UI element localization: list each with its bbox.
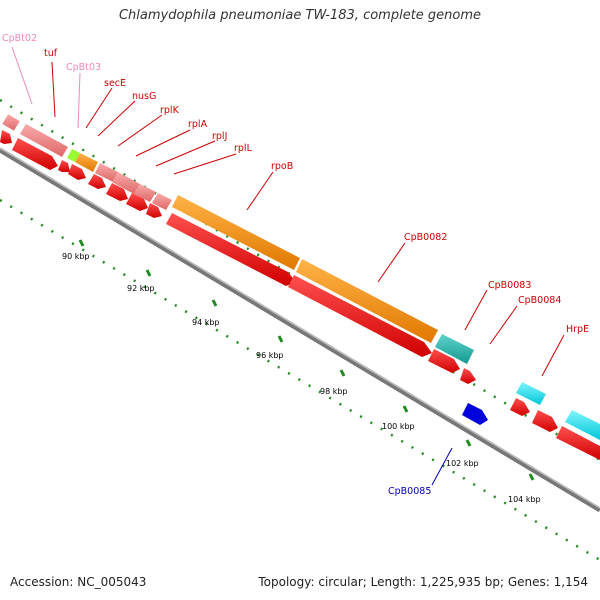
gene-label-rplj[interactable]: rplJ	[212, 131, 227, 142]
gene-label-hrpe[interactable]: HrpE	[566, 324, 589, 335]
leader-line	[97, 100, 136, 137]
cds-arrow[interactable]	[288, 275, 432, 357]
cds-arrow[interactable]	[88, 174, 106, 189]
cds-arrow[interactable]	[0, 130, 12, 144]
cds-arrow[interactable]	[58, 160, 70, 172]
leader-line	[173, 153, 237, 175]
tick-label: 100 kbp	[382, 422, 415, 431]
label-leaders	[11, 46, 565, 486]
gene-feature-cpb0083[interactable]	[435, 334, 474, 364]
cds-arrow[interactable]	[126, 193, 148, 211]
tick-mark	[78, 239, 85, 247]
leader-line	[85, 87, 113, 129]
gene-feature-nusg[interactable]	[95, 163, 118, 182]
gene-feature-tuf[interactable]	[20, 124, 68, 157]
gene-feature-hrpe-a[interactable]	[516, 382, 546, 405]
gene-feature-cpb0082[interactable]	[296, 259, 438, 343]
gene-label-cpb0083[interactable]: CpB0083	[488, 280, 531, 291]
leader-line	[431, 447, 453, 486]
genome-backbone	[0, 147, 600, 513]
cds-arrow[interactable]	[12, 138, 58, 170]
leader-line	[246, 171, 274, 211]
gene-label-cpb0085[interactable]: CpB0085	[388, 486, 431, 497]
tick-label: 96 kbp	[256, 351, 284, 360]
tick-label: 92 kbp	[127, 284, 155, 293]
tick-label: 98 kbp	[320, 387, 348, 396]
gene-label-tuf[interactable]: tuf	[44, 48, 58, 59]
gene-feature-cpbt03[interactable]	[67, 149, 80, 162]
tick-mark	[339, 369, 346, 377]
gene-feature-rplk[interactable]	[112, 172, 140, 194]
leader-line	[155, 140, 216, 167]
forward-gene-lane	[1, 113, 600, 440]
gene-label-cpbt02[interactable]: CpBt02	[2, 33, 37, 44]
cds-arrow[interactable]	[68, 164, 86, 180]
leader-line	[464, 289, 488, 331]
leader-line	[541, 334, 565, 377]
cds-arrow[interactable]	[510, 398, 530, 416]
gene-feature-hrpe-b[interactable]	[565, 410, 600, 440]
leader-line	[135, 129, 191, 157]
tick-mark	[465, 439, 472, 447]
gene-label-rplk[interactable]: rplK	[160, 105, 180, 116]
cds-arrow-cpb0085[interactable]	[462, 403, 488, 425]
leader-line	[51, 61, 56, 118]
gene-feature-rpla[interactable]	[134, 184, 156, 202]
genome-summary-text: Topology: circular; Length: 1,225,935 bp…	[258, 575, 588, 589]
kbp-tick-marks	[78, 239, 535, 481]
gene-label-cpbt03[interactable]: CpBt03	[66, 62, 101, 73]
tick-mark	[528, 473, 535, 481]
tick-label: 102 kbp	[446, 459, 479, 468]
tick-label: 94 kbp	[192, 318, 220, 327]
cds-arrow[interactable]	[166, 213, 296, 286]
gene-label-rpob[interactable]: rpoB	[271, 161, 293, 172]
gene-feature-rplj[interactable]	[152, 193, 172, 210]
gene-label-sece[interactable]: secE	[104, 78, 126, 89]
cds-arrow[interactable]	[460, 368, 476, 384]
cds-arrow[interactable]	[106, 183, 128, 201]
gene-label-nusg[interactable]: nusG	[132, 91, 156, 102]
cds-arrow[interactable]	[146, 203, 162, 218]
leader-line	[11, 46, 33, 105]
gene-label-cpb0082[interactable]: CpB0082	[404, 232, 447, 243]
gene-feature-sece[interactable]	[75, 153, 98, 172]
cds-arrow[interactable]	[532, 410, 558, 432]
leader-line	[377, 242, 406, 283]
cds-lane	[0, 130, 600, 460]
genome-backbone-highlight	[0, 147, 600, 509]
cds-arrow[interactable]	[428, 349, 460, 373]
gene-feature-rpob[interactable]	[172, 195, 300, 270]
map-title: Chlamydophila pneumoniae TW-183, complet…	[118, 8, 482, 23]
tick-label: 104 kbp	[508, 495, 541, 504]
scale-dotted-track	[0, 198, 600, 562]
leader-line	[489, 305, 518, 345]
tick-mark	[145, 269, 152, 277]
accession-text: Accession: NC_005043	[10, 575, 147, 589]
gene-feature-cpbt02[interactable]	[1, 113, 21, 132]
gene-label-rpla[interactable]: rplA	[188, 119, 208, 130]
tick-mark	[211, 299, 218, 307]
tick-mark	[402, 405, 409, 413]
gene-label-cpb0084[interactable]: CpB0084	[518, 295, 561, 306]
kbp-tick-labels: 90 kbp 92 kbp 94 kbp 96 kbp 98 kbp 100 k…	[62, 252, 541, 504]
leader-line	[117, 114, 163, 147]
cds-arrow[interactable]	[556, 426, 600, 460]
leader-line	[77, 72, 81, 129]
gene-label-rpll[interactable]: rplL	[234, 143, 253, 154]
gene-labels: CpBt02 tuf CpBt03 secE nusG rplK rplA rp…	[2, 33, 589, 497]
tick-mark	[277, 335, 284, 343]
tick-label: 90 kbp	[62, 252, 90, 261]
